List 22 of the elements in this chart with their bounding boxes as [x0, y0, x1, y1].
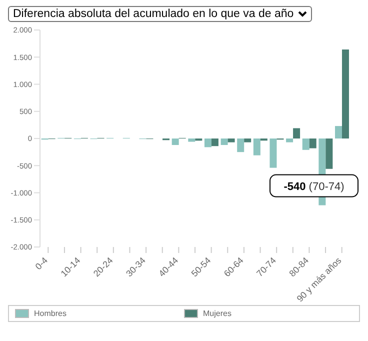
annotation: -540 (70-74) — [284, 180, 344, 193]
bar — [293, 128, 300, 138]
bar — [220, 138, 228, 146]
bar — [309, 138, 316, 148]
bar — [326, 138, 333, 169]
x-tick-label: 0-4 — [33, 255, 50, 272]
bar — [204, 138, 212, 148]
bar — [270, 138, 277, 168]
bar — [286, 138, 294, 142]
bar — [302, 138, 310, 150]
bar — [253, 138, 260, 156]
bar — [342, 50, 349, 138]
bar — [211, 138, 218, 146]
bar — [188, 138, 196, 142]
legend-label: Mujeres — [203, 309, 232, 318]
legend-label: Hombres — [34, 309, 66, 318]
bar — [228, 138, 235, 142]
bar — [334, 126, 342, 138]
bar — [172, 138, 179, 146]
bar — [244, 138, 252, 142]
chart-title: Diferencia absoluta del acumulado en lo que va de año — [13, 8, 294, 20]
bar — [237, 138, 244, 152]
